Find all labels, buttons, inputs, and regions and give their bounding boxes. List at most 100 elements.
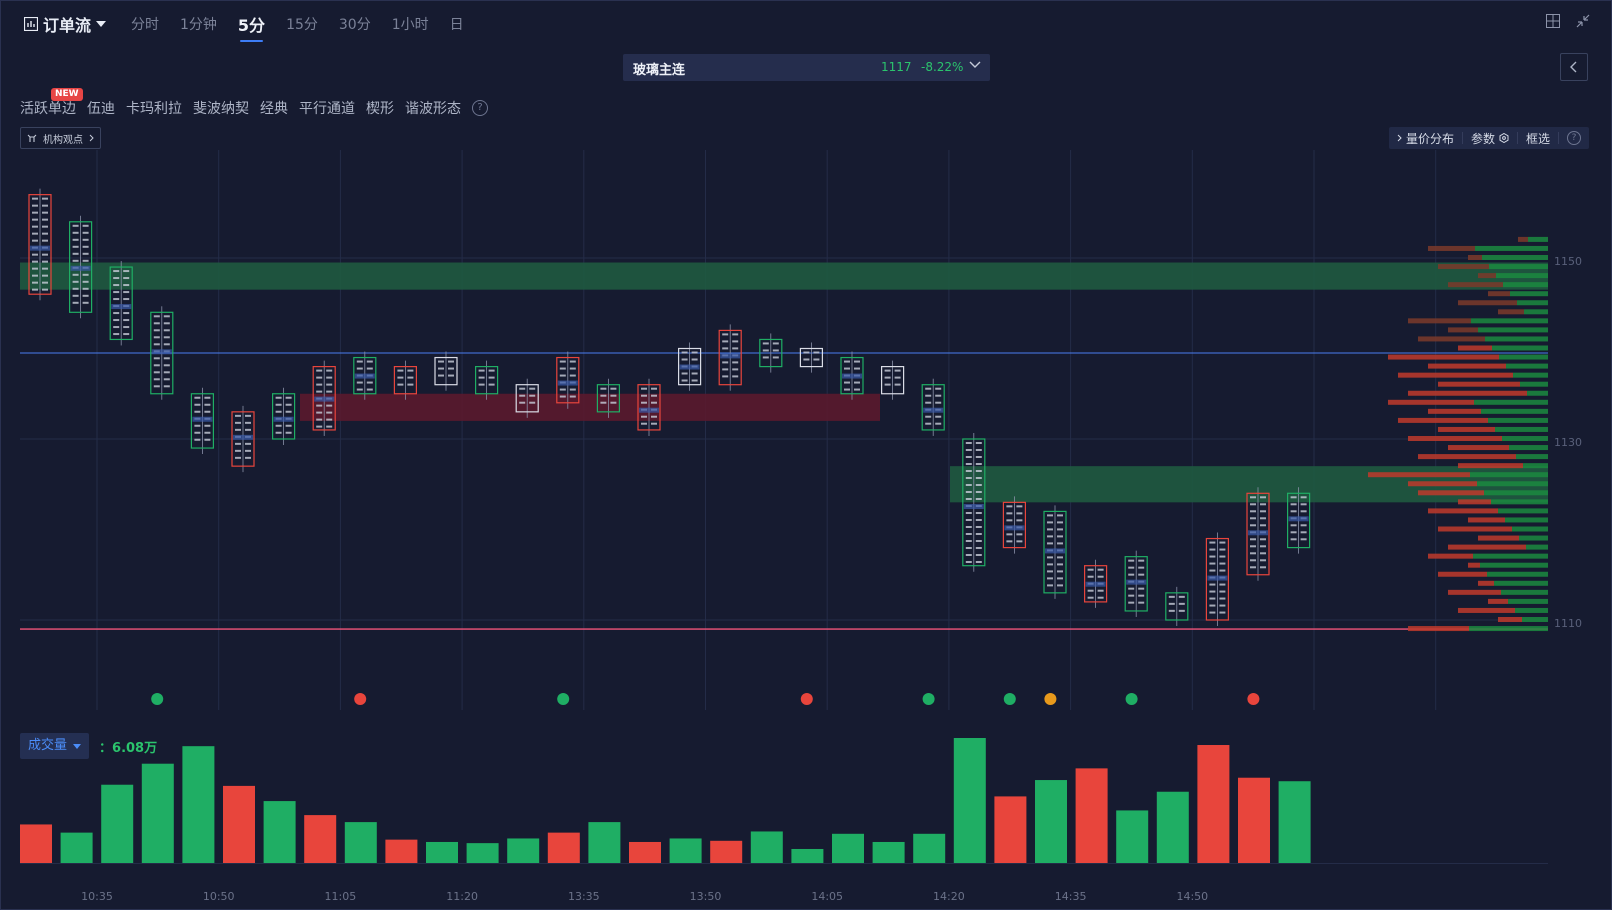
volume-profile-button[interactable]: 量价分布 <box>1389 132 1463 146</box>
footprint-cell-bid <box>113 326 120 329</box>
volume-bar <box>507 838 540 863</box>
volume-profile-bar-bid <box>1473 553 1548 559</box>
indicator-active-side[interactable]: 活跃单边 <box>20 101 76 117</box>
footprint-cell-ask <box>894 369 901 372</box>
volume-profile-bar-ask <box>1418 490 1484 496</box>
volume-profile-bar-ask <box>1438 264 1489 270</box>
chart-tools: 量价分布 参数 框选 ? <box>1388 127 1589 149</box>
footprint-cell-bid <box>965 470 972 472</box>
footprint-cell-ask <box>163 357 170 360</box>
params-button[interactable]: 参数 <box>1463 132 1518 146</box>
volume-bar <box>60 832 93 863</box>
candle-body <box>68 221 93 313</box>
tab-fenshi[interactable]: 分时 <box>131 17 159 33</box>
event-marker-icon <box>1247 693 1260 705</box>
footprint-cell-ask <box>651 415 657 418</box>
footprint-cell-bid <box>1047 570 1053 573</box>
volume-profile-bar-ask <box>1428 363 1506 369</box>
indicator-harmonic[interactable]: 谐波形态 <box>405 101 461 117</box>
tab-15min[interactable]: 15分 <box>286 17 318 33</box>
volume-profile-bar-bid <box>1506 363 1548 369</box>
footprint-cell-bid <box>1087 596 1094 599</box>
footprint-cell-ask <box>1057 570 1063 573</box>
tools-help-button[interactable]: ? <box>1559 131 1589 145</box>
footprint-cell-ask <box>326 369 333 372</box>
event-marker-icon <box>1125 693 1138 705</box>
contract-name: 玻璃主连 <box>633 63 686 78</box>
indicator-wedge[interactable]: 楔形 <box>366 101 394 117</box>
footprint-cell-bid <box>316 411 323 414</box>
footprint-cell-bid <box>722 340 729 343</box>
footprint-cell-bid <box>32 232 38 235</box>
footprint-cell-ask <box>1097 596 1104 599</box>
tab-1min[interactable]: 1分钟 <box>180 17 217 33</box>
indicator-camarilla[interactable]: 卡玛利拉 <box>126 101 182 117</box>
volume-bar <box>263 801 296 863</box>
footprint-cell-ask <box>975 533 982 535</box>
footprint-cell-ask <box>123 298 130 301</box>
footprint-cell-bid <box>397 376 404 379</box>
layout-grid-icon[interactable] <box>1546 14 1560 28</box>
footprint-cell-bid <box>722 347 729 350</box>
indicator-fibonacci[interactable]: 斐波纳契 <box>193 101 249 117</box>
tab-day[interactable]: 日 <box>449 17 464 33</box>
footprint-cell-ask <box>1138 566 1145 569</box>
indicator-classic[interactable]: 经典 <box>260 101 288 117</box>
footprint-cell-bid <box>519 401 526 404</box>
candle-body <box>1165 592 1189 621</box>
footprint-cell-ask <box>163 336 170 339</box>
footprint-cell-ask <box>894 376 901 379</box>
candle-body <box>1083 565 1108 603</box>
footprint-cell-ask <box>204 410 211 413</box>
order-flow-chart[interactable] <box>0 150 1612 890</box>
tab-30min[interactable]: 30分 <box>338 17 371 33</box>
footprint-cell-ask <box>82 259 89 262</box>
help-icon[interactable]: ? <box>472 100 488 116</box>
footprint-cell-ask <box>326 390 333 393</box>
candle-body <box>434 356 458 386</box>
footprint-cell-bid <box>1047 521 1053 524</box>
footprint-cell-bid <box>32 211 38 214</box>
poc-highlight <box>30 245 50 251</box>
institution-view-button[interactable]: 机构观点 <box>20 127 101 149</box>
footprint-cell-bid <box>681 351 688 354</box>
footprint-cell-bid <box>965 512 972 514</box>
volume-bar <box>20 824 52 863</box>
price-label-1110: 1110 <box>1554 617 1582 630</box>
collapse-icon[interactable] <box>1576 14 1590 28</box>
footprint-cell-ask <box>975 512 982 514</box>
footprint-cell-bid <box>32 204 38 207</box>
indicator-parallel-channel[interactable]: 平行通道 <box>299 101 355 117</box>
footprint-cell-ask <box>1016 519 1023 522</box>
tab-5min[interactable]: 5分 <box>238 12 265 42</box>
volume-profile-bar-bid <box>1471 318 1548 324</box>
volume-profile-bar-bid <box>1503 282 1548 288</box>
footprint-cell-bid <box>965 484 972 486</box>
footprint-cell-bid <box>884 369 891 372</box>
footprint-cell-bid <box>1209 583 1216 586</box>
volume-profile-bar-ask <box>1458 300 1517 306</box>
volume-value-text: 6.08万 <box>112 740 158 756</box>
footprint-cell-ask <box>163 364 170 367</box>
tab-1hour[interactable]: 1小时 <box>391 17 429 33</box>
footprint-cell-ask <box>407 383 414 386</box>
indicator-woody[interactable]: 伍迪 <box>87 101 115 117</box>
select-button[interactable]: 框选 <box>1518 132 1559 146</box>
volume-profile-bar-ask <box>1478 535 1519 541</box>
footprint-cell-ask <box>285 424 292 427</box>
footprint-cell-ask <box>975 442 982 444</box>
app-title-dropdown[interactable]: 订单流 <box>24 12 107 36</box>
footprint-cell-ask <box>245 449 251 452</box>
volume-indicator-header: 成交量 ：6.08万 <box>20 733 157 759</box>
footprint-cell-bid <box>1006 540 1013 543</box>
time-tick-label: 11:05 <box>324 890 357 903</box>
footprint-cell-ask <box>366 360 373 363</box>
contract-selector[interactable]: 玻璃主连 1117 -8.22% <box>623 54 990 81</box>
footprint-cell-ask <box>975 547 982 549</box>
contract-price: 1117 <box>881 60 912 74</box>
volume-selector[interactable]: 成交量 <box>20 733 90 759</box>
footprint-cell-bid <box>1209 611 1216 614</box>
side-panel-toggle-button[interactable] <box>1560 53 1588 81</box>
footprint-cell-ask <box>975 470 982 472</box>
footprint-cell-ask <box>285 431 292 434</box>
